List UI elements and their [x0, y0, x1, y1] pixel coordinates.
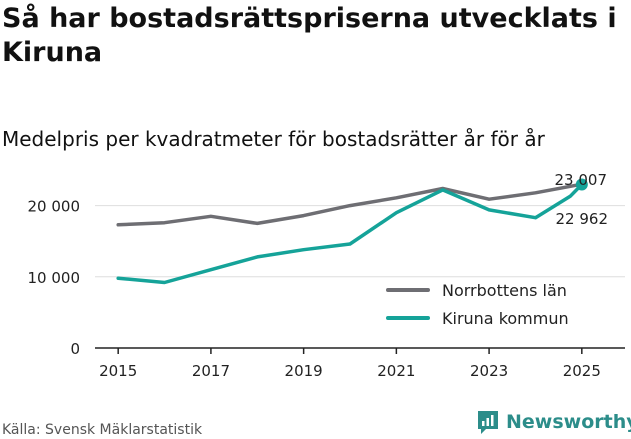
legend-label: Kiruna kommun: [442, 309, 569, 328]
legend: Norrbottens län Kiruna kommun: [386, 281, 569, 328]
brand-logo: Newsworthy: [476, 409, 631, 435]
brand-name: Newsworthy: [506, 411, 631, 433]
series-line-norrbottens-lan: [116, 182, 584, 227]
y-tick-label: 20 000: [28, 198, 81, 216]
axes: 0 10 000 20 000 2015 2017 2019 2021 2023 2025: [28, 198, 625, 380]
x-tick-label: 2025: [563, 362, 601, 380]
y-tick-label: 10 000: [28, 269, 81, 287]
end-point-marker: [575, 178, 588, 191]
x-tick-label: 2021: [377, 362, 415, 380]
x-tick-label: 2019: [285, 362, 323, 380]
series-line-kiruna-kommun: [116, 182, 584, 285]
x-tick-label: 2015: [99, 362, 137, 380]
chart-subtitle: Medelpris per kvadratmeter för bostadsrä…: [2, 127, 545, 151]
end-label-kiruna-kommun: 22 962: [556, 210, 609, 228]
end-label-norrbottens-lan: 23 007: [555, 171, 608, 189]
x-tick-label: 2017: [192, 362, 230, 380]
x-tick-label: 2023: [470, 362, 508, 380]
chart-title: Så har bostadsrättspriserna utvecklats i…: [2, 3, 617, 68]
y-tick-label: 0: [70, 340, 80, 358]
series-lines: [116, 178, 588, 285]
legend-label: Norrbottens län: [442, 281, 567, 300]
grid: [95, 205, 625, 278]
newsworthy-logo-icon: [478, 411, 498, 434]
end-labels: 23 007 22 962: [555, 171, 609, 228]
source-note: Källa: Svensk Mäklarstatistik: [2, 422, 203, 438]
